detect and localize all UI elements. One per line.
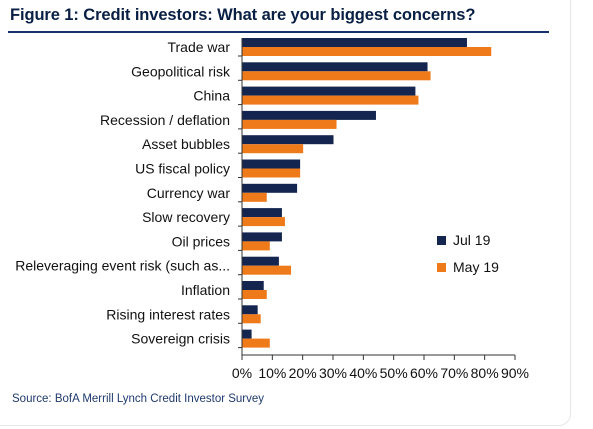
bar-may-19 xyxy=(242,314,261,324)
figure-title: Figure 1: Credit investors: What are you… xyxy=(10,6,476,24)
bar-may-19 xyxy=(242,265,292,275)
bar-jul-19 xyxy=(242,62,428,72)
category-label: Geopolitical risk xyxy=(131,63,231,79)
category-label: Slow recovery xyxy=(142,209,230,225)
x-tick-label: 20% xyxy=(289,365,317,381)
x-tick-label: 0% xyxy=(232,365,252,381)
bar-may-19 xyxy=(242,241,270,251)
category-label: Sovereign crisis xyxy=(131,331,230,347)
category-label: Currency war xyxy=(147,185,231,201)
category-label: Inflation xyxy=(181,282,230,298)
category-label: Trade war xyxy=(167,39,230,55)
category-label: Rising interest rates xyxy=(106,306,230,322)
bar-jul-19 xyxy=(242,208,282,218)
bar-jul-19 xyxy=(242,86,416,96)
bar-may-19 xyxy=(242,290,267,299)
bar-may-19 xyxy=(242,95,419,105)
bar-may-19 xyxy=(242,217,285,227)
x-tick-label: 70% xyxy=(440,365,468,381)
x-tick-label: 80% xyxy=(471,365,499,381)
category-label: Oil prices xyxy=(172,233,230,249)
bar-jul-19 xyxy=(242,110,376,120)
category-label: Asset bubbles xyxy=(142,136,230,152)
bar-jul-19 xyxy=(242,135,334,145)
x-tick-label: 30% xyxy=(319,365,347,381)
bar-jul-19 xyxy=(242,38,467,47)
x-tick-label: 90% xyxy=(501,365,529,381)
bar-jul-19 xyxy=(242,329,252,339)
x-tick-label: 40% xyxy=(349,365,377,381)
bar-may-19 xyxy=(242,144,304,154)
bar-jul-19 xyxy=(242,159,301,169)
category-label: Recession / deflation xyxy=(100,112,230,128)
x-tick-label: 60% xyxy=(410,365,438,381)
bar-jul-19 xyxy=(242,232,282,242)
x-tick-label: 10% xyxy=(258,365,286,381)
bar-jul-19 xyxy=(242,281,264,290)
legend-swatch-jul-19 xyxy=(437,236,446,245)
legend-label-may-19: May 19 xyxy=(453,259,499,275)
bar-jul-19 xyxy=(242,183,298,193)
legend-label-jul-19: Jul 19 xyxy=(453,232,491,248)
legend-swatch-may-19 xyxy=(437,263,446,272)
bar-may-19 xyxy=(242,47,492,56)
bar-may-19 xyxy=(242,71,431,81)
title-rule xyxy=(8,31,549,33)
category-label: China xyxy=(193,88,230,104)
bar-may-19 xyxy=(242,119,337,129)
bar-may-19 xyxy=(242,338,270,348)
category-label: US fiscal policy xyxy=(135,161,230,177)
category-label: Releveraging event risk (such as... xyxy=(15,258,230,274)
source-note: Source: BofA Merrill Lynch Credit Invest… xyxy=(12,393,265,405)
bar-may-19 xyxy=(242,192,267,202)
x-tick-label: 50% xyxy=(380,365,408,381)
bar-jul-19 xyxy=(242,256,279,266)
bar-jul-19 xyxy=(242,305,258,315)
bar-may-19 xyxy=(242,168,301,178)
